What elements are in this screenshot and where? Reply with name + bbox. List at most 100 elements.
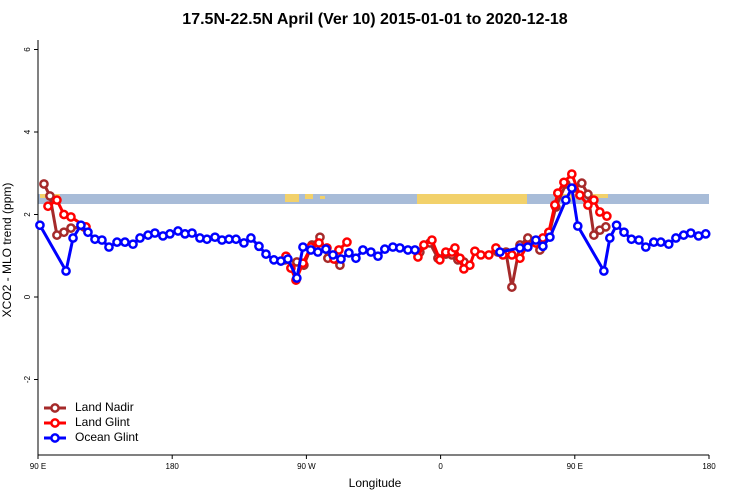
point bbox=[671, 233, 681, 243]
point bbox=[611, 220, 622, 231]
legend-label: Land Glint bbox=[75, 415, 130, 429]
point bbox=[45, 191, 55, 201]
point bbox=[575, 190, 585, 200]
point bbox=[419, 240, 429, 250]
point bbox=[231, 234, 241, 245]
point bbox=[464, 260, 475, 271]
point bbox=[640, 242, 651, 252]
point bbox=[619, 227, 629, 238]
point bbox=[68, 233, 78, 243]
point bbox=[366, 247, 376, 257]
point bbox=[495, 247, 505, 257]
point bbox=[583, 200, 593, 210]
point bbox=[410, 245, 420, 255]
point bbox=[589, 195, 599, 205]
point bbox=[427, 235, 437, 245]
point bbox=[336, 254, 346, 264]
y-tick-label: -2 bbox=[23, 375, 32, 383]
point bbox=[66, 223, 76, 233]
point bbox=[187, 228, 197, 238]
x-tick-label: 0 bbox=[438, 462, 443, 471]
legend-marker bbox=[50, 433, 60, 443]
point bbox=[455, 253, 465, 264]
y-tick-label: 0 bbox=[23, 294, 32, 299]
x-axis-label: Longitude bbox=[349, 476, 402, 490]
point bbox=[559, 177, 569, 188]
point bbox=[538, 241, 548, 252]
point bbox=[76, 220, 86, 231]
point bbox=[395, 243, 405, 253]
point bbox=[246, 233, 256, 243]
point bbox=[515, 243, 525, 253]
point bbox=[685, 228, 696, 238]
point bbox=[507, 282, 517, 292]
point bbox=[66, 212, 76, 222]
point bbox=[59, 227, 69, 238]
point bbox=[128, 239, 138, 250]
point bbox=[43, 201, 53, 212]
point bbox=[104, 242, 114, 252]
x-tick-label: 180 bbox=[166, 462, 180, 471]
point bbox=[328, 250, 338, 260]
point bbox=[626, 234, 637, 245]
point bbox=[135, 233, 145, 243]
point bbox=[112, 237, 122, 247]
point bbox=[379, 244, 390, 255]
y-tick-label: 6 bbox=[23, 47, 32, 52]
point bbox=[52, 195, 62, 205]
point bbox=[239, 238, 249, 248]
point bbox=[254, 241, 264, 252]
point bbox=[663, 239, 674, 250]
point bbox=[450, 243, 460, 253]
point bbox=[476, 250, 486, 260]
point bbox=[552, 188, 563, 198]
point bbox=[313, 247, 323, 257]
x-tick-label: 90 W bbox=[297, 462, 316, 471]
point bbox=[314, 238, 324, 248]
point bbox=[358, 245, 368, 255]
point bbox=[435, 255, 445, 265]
point bbox=[298, 242, 308, 252]
point bbox=[531, 235, 541, 245]
point bbox=[39, 179, 49, 189]
point bbox=[700, 229, 711, 239]
y-tick-label: 2 bbox=[23, 212, 32, 217]
point bbox=[655, 237, 666, 247]
point bbox=[202, 234, 212, 245]
point bbox=[602, 211, 612, 221]
point bbox=[572, 221, 583, 231]
point bbox=[484, 250, 494, 260]
point bbox=[566, 183, 577, 193]
point bbox=[321, 244, 331, 255]
map-band bbox=[38, 194, 709, 204]
chart-title: 17.5N-22.5N April (Ver 10) 2015-01-01 to… bbox=[182, 11, 568, 28]
x-tick-label: 90 E bbox=[567, 462, 583, 471]
point bbox=[576, 178, 587, 188]
point bbox=[589, 230, 599, 240]
point bbox=[549, 200, 560, 210]
point bbox=[97, 235, 107, 245]
y-axis-label: XCO2 - MLO trend (ppm) bbox=[0, 183, 14, 318]
point bbox=[373, 251, 383, 262]
point bbox=[522, 233, 533, 243]
point bbox=[561, 195, 571, 205]
series-line bbox=[47, 171, 608, 284]
point bbox=[342, 237, 352, 247]
x-tick-label: 90 E bbox=[30, 462, 46, 471]
point bbox=[634, 235, 644, 245]
point bbox=[599, 266, 609, 276]
point bbox=[120, 237, 130, 247]
point bbox=[595, 207, 605, 217]
point bbox=[600, 222, 611, 232]
point bbox=[507, 250, 517, 260]
y-tick-label: 4 bbox=[23, 129, 32, 134]
point bbox=[334, 245, 344, 255]
point bbox=[522, 242, 533, 252]
point bbox=[165, 229, 175, 239]
point bbox=[35, 220, 45, 231]
legend-marker bbox=[50, 403, 60, 413]
point bbox=[515, 253, 525, 264]
point bbox=[566, 169, 577, 179]
point bbox=[83, 227, 93, 238]
